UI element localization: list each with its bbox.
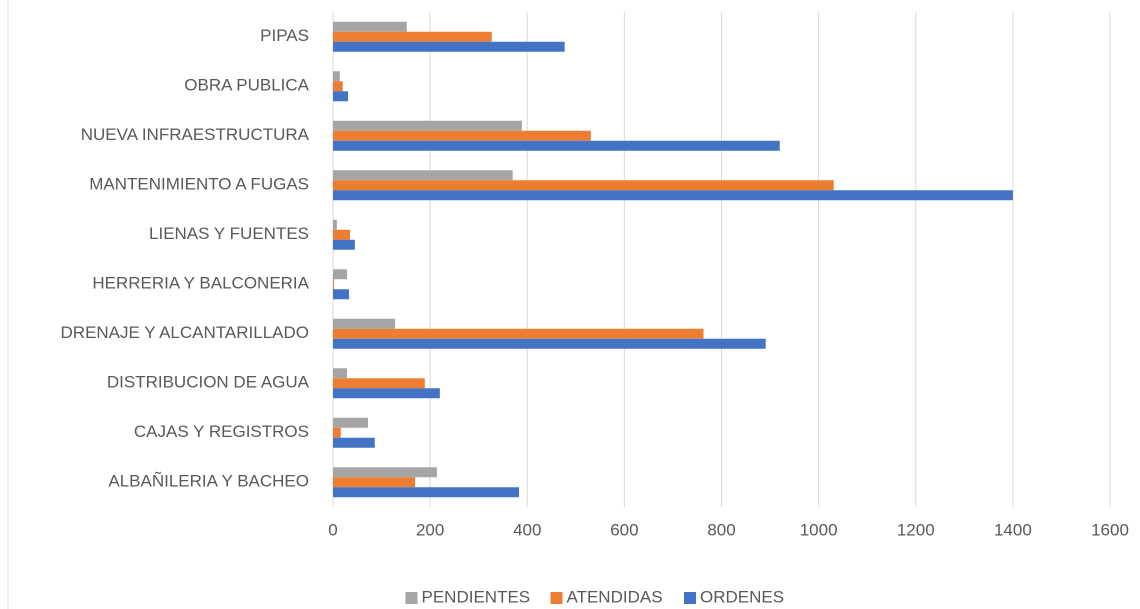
bar (333, 140, 780, 151)
x-tick-label: 1400 (994, 520, 1032, 539)
y-tick-label: DISTRIBUCION DE AGUA (107, 373, 310, 392)
legend-label: PENDIENTES (422, 587, 531, 606)
bar (333, 368, 348, 379)
bar (333, 417, 368, 428)
bar (333, 239, 355, 250)
bar (333, 120, 522, 131)
legend-label: ATENDIDAS (567, 587, 663, 606)
chart-border (7, 0, 9, 609)
bar (333, 31, 492, 42)
bar (333, 180, 834, 191)
y-tick-label: DRENAJE Y ALCANTARILLADO (61, 323, 309, 342)
bar (333, 487, 519, 498)
bar (333, 130, 591, 141)
y-tick-label: HERRERIA Y BALCONERIA (92, 274, 309, 293)
bar (333, 81, 343, 92)
x-tick-label: 1600 (1091, 520, 1129, 539)
bar (333, 289, 350, 300)
x-tick-label: 0 (328, 520, 337, 539)
bar (333, 269, 348, 280)
y-tick-label: NUEVA INFRAESTRUCTURA (81, 125, 310, 144)
y-tick-label: PIPAS (260, 26, 309, 45)
bar (333, 190, 1013, 201)
bar (333, 170, 513, 181)
bar (333, 21, 407, 32)
y-tick-label: OBRA PUBLICA (184, 76, 309, 95)
x-tick-label: 200 (416, 520, 444, 539)
bar (333, 338, 766, 349)
bar (333, 219, 337, 230)
bar (333, 318, 396, 329)
x-tick-label: 600 (610, 520, 638, 539)
bar (333, 71, 340, 82)
legend-swatch (684, 592, 696, 604)
bar (333, 378, 425, 389)
x-tick-label: 400 (513, 520, 541, 539)
y-tick-label: ALBAÑILERIA Y BACHEO (108, 472, 309, 491)
legend-swatch (405, 592, 418, 604)
bar (333, 229, 350, 240)
x-tick-label: 1200 (897, 520, 935, 539)
legend-label: ORDENES (700, 587, 784, 606)
x-tick-label: 1000 (800, 520, 838, 539)
bar (333, 328, 704, 339)
bar (333, 427, 341, 438)
bar (333, 279, 334, 290)
bar (333, 388, 440, 399)
bar (333, 437, 375, 448)
bar (333, 91, 349, 102)
x-tick-label: 800 (707, 520, 735, 539)
y-tick-label: MANTENIMIENTO A FUGAS (89, 175, 309, 194)
y-tick-label: CAJAS Y REGISTROS (134, 422, 309, 441)
bar (333, 41, 565, 52)
bar (333, 467, 437, 478)
bar (333, 477, 416, 488)
y-tick-label: LIENAS Y FUENTES (149, 224, 309, 243)
legend-swatch (550, 592, 563, 604)
